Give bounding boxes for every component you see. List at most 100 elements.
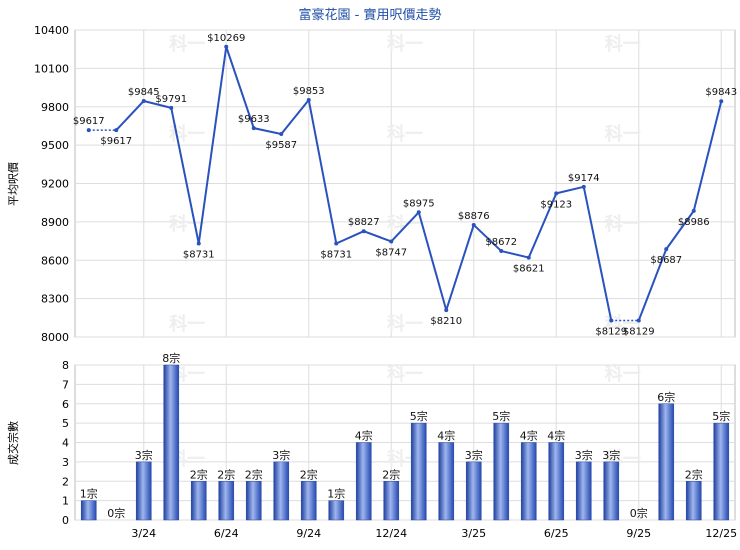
transaction-data-label: 3宗 [465, 448, 483, 462]
price-line-segment [473, 224, 502, 252]
transaction-bar [520, 442, 537, 521]
price-point [471, 222, 476, 227]
bar-x-tick-label: 3/24 [131, 527, 156, 540]
transaction-data-label: 4宗 [547, 429, 565, 443]
transaction-data-label: 1宗 [80, 487, 98, 501]
transaction-bar [658, 403, 675, 521]
transaction-bar [135, 461, 152, 521]
price-data-label: $8672 [485, 237, 517, 248]
price-data-label: $8731 [183, 249, 215, 260]
price-data-label: $8731 [320, 249, 352, 260]
price-data-label: $8129 [623, 326, 655, 337]
transaction-bar [438, 442, 455, 521]
price-data-label: $9587 [265, 140, 297, 151]
transaction-data-label: 4宗 [437, 429, 455, 443]
transaction-bar [575, 461, 592, 521]
price-point [499, 249, 504, 254]
price-point [554, 191, 559, 196]
bar-y-tick-label: 5 [62, 417, 69, 430]
watermark-text: 科一 [387, 123, 423, 145]
price-data-label: $9843 [705, 87, 737, 98]
transaction-bar [218, 481, 235, 521]
price-point [334, 241, 339, 246]
transaction-bar [273, 461, 290, 521]
price-data-label: $8129 [595, 326, 627, 337]
line-y-tick-label: 8600 [41, 254, 69, 267]
watermark-text: 科一 [387, 33, 423, 55]
price-point [251, 126, 256, 131]
price-data-label: $8986 [678, 217, 710, 228]
transaction-bar [328, 500, 345, 521]
transaction-bar [355, 442, 372, 521]
price-data-label: $10269 [207, 33, 245, 44]
watermark-text: 科一 [605, 363, 641, 385]
transaction-data-label: 4宗 [355, 429, 373, 443]
price-point [279, 131, 284, 136]
bar-x-tick-label: 3/25 [461, 527, 486, 540]
price-data-label: $9123 [540, 199, 572, 210]
bar-x-tick-label: 6/25 [544, 527, 569, 540]
line-y-tick-label: 8900 [41, 216, 69, 229]
transaction-bar [548, 442, 565, 521]
bar-y-tick-label: 3 [62, 456, 69, 469]
watermark-text: 科一 [387, 313, 423, 335]
price-line-segment [445, 224, 475, 311]
transaction-data-label: 2宗 [685, 467, 703, 481]
line-y-tick-label: 10100 [34, 62, 69, 75]
transaction-data-label: 1宗 [327, 487, 345, 501]
transaction-bar [383, 481, 400, 521]
price-line-segment [582, 186, 613, 321]
watermark-text: 科一 [169, 33, 205, 55]
line-y-tick-label: 8000 [41, 331, 69, 344]
bar-x-tick-label: 9/24 [296, 527, 321, 540]
price-line-segment [527, 192, 558, 258]
price-line-segment [363, 230, 392, 243]
watermark-text: 科一 [605, 33, 641, 55]
line-y-tick-label: 9200 [41, 178, 69, 191]
price-point [361, 229, 366, 234]
price-line-segment [115, 100, 145, 131]
price-line-segment [637, 248, 668, 321]
bar-y-tick-label: 8 [62, 359, 69, 372]
line-y-tick-label: 8300 [41, 293, 69, 306]
price-point [86, 128, 91, 133]
price-point [224, 44, 229, 49]
chart-title: 富豪花園 - 實用呎價走勢 [299, 7, 442, 23]
price-data-label: $9617 [73, 116, 105, 127]
transaction-bar [300, 481, 317, 521]
transaction-bar [685, 481, 702, 521]
price-line-segment [253, 127, 282, 135]
price-line-segment [170, 107, 200, 244]
price-line-segment [307, 99, 338, 244]
transaction-bar [603, 461, 620, 521]
transaction-data-label: 2宗 [190, 467, 208, 481]
transaction-data-label: 6宗 [657, 390, 675, 404]
price-point [196, 241, 201, 246]
line-grid [75, 29, 735, 338]
price-data-label: $8876 [458, 211, 490, 222]
transaction-data-label: 8宗 [162, 351, 180, 365]
bar-y-tick-label: 7 [62, 378, 69, 391]
bar-y-tick-label: 4 [62, 437, 69, 450]
price-data-labels: $9617 $9617 $9845$9791 $8731 $10269 $9633 $958… [73, 33, 737, 338]
transaction-data-label: 2宗 [382, 467, 400, 481]
transaction-data-label: 2宗 [300, 467, 318, 481]
price-line-segment [225, 46, 255, 129]
transaction-data-label: 3宗 [575, 448, 593, 462]
price-point [526, 255, 531, 260]
transaction-bar [465, 461, 482, 521]
transaction-bar [713, 422, 730, 521]
price-data-label: $9845 [128, 87, 160, 98]
transaction-data-label: 5宗 [410, 409, 428, 423]
price-point [141, 98, 146, 103]
price-line-segment [280, 99, 310, 135]
price-data-label: $9853 [293, 86, 325, 97]
price-line-segment [556, 185, 584, 195]
price-point [636, 318, 641, 323]
watermark-text: 科一 [605, 313, 641, 335]
transaction-bar [163, 364, 180, 521]
price-data-label: $8210 [430, 316, 462, 327]
